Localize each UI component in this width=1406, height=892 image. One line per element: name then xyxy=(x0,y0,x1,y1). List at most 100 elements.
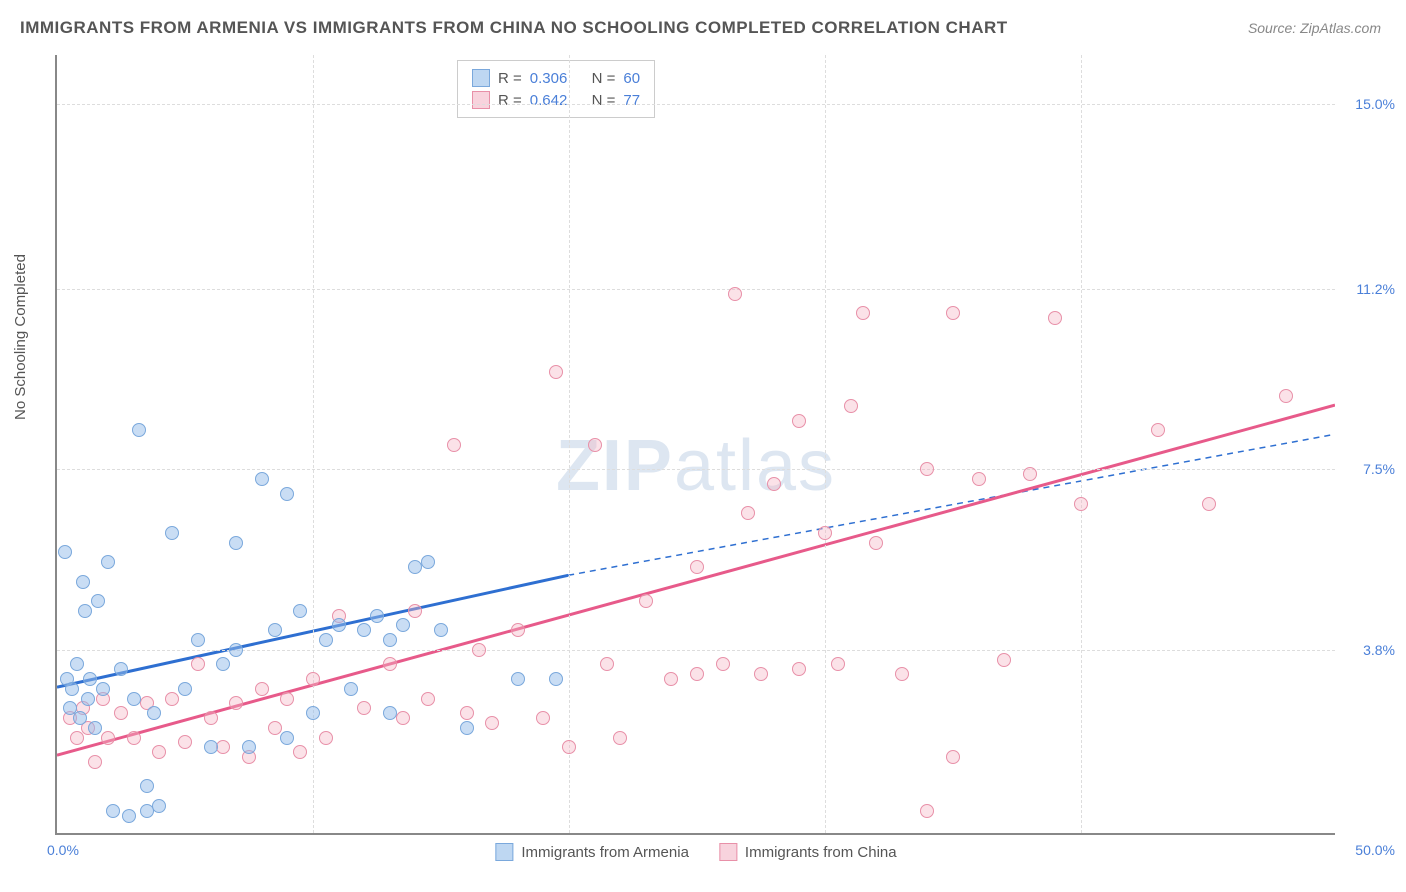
point-armenia xyxy=(332,618,346,632)
point-china xyxy=(152,745,166,759)
point-armenia xyxy=(306,706,320,720)
point-china xyxy=(178,735,192,749)
point-china xyxy=(754,667,768,681)
point-armenia xyxy=(280,731,294,745)
point-armenia xyxy=(73,711,87,725)
point-china xyxy=(792,662,806,676)
point-china xyxy=(447,438,461,452)
point-china xyxy=(357,701,371,715)
r-value-a: 0.306 xyxy=(530,70,568,87)
point-armenia xyxy=(127,692,141,706)
point-china xyxy=(88,755,102,769)
point-china xyxy=(792,414,806,428)
point-china xyxy=(485,716,499,730)
stats-row-china: R = 0.642 N = 77 xyxy=(472,89,640,111)
point-armenia xyxy=(242,740,256,754)
point-china xyxy=(383,657,397,671)
point-china xyxy=(101,731,115,745)
swatch-china-icon xyxy=(472,91,490,109)
point-china xyxy=(1074,497,1088,511)
legend-label-china: Immigrants from China xyxy=(745,844,897,861)
point-china xyxy=(690,667,704,681)
stats-legend-box: R = 0.306 N = 60 R = 0.642 N = 77 xyxy=(457,60,655,118)
point-armenia xyxy=(434,623,448,637)
point-china xyxy=(831,657,845,671)
y-tick-label: 15.0% xyxy=(1355,96,1395,112)
source-attribution: Source: ZipAtlas.com xyxy=(1248,20,1381,36)
point-armenia xyxy=(396,618,410,632)
point-china xyxy=(114,706,128,720)
point-armenia xyxy=(370,609,384,623)
point-china xyxy=(1279,389,1293,403)
point-armenia xyxy=(58,545,72,559)
point-china xyxy=(639,594,653,608)
point-armenia xyxy=(383,633,397,647)
point-armenia xyxy=(229,643,243,657)
n-value-c: 77 xyxy=(623,92,640,109)
r-label-c: R = xyxy=(498,92,522,109)
gridline-h xyxy=(57,650,1335,651)
point-armenia xyxy=(268,623,282,637)
point-china xyxy=(844,399,858,413)
point-armenia xyxy=(255,472,269,486)
point-china xyxy=(536,711,550,725)
point-armenia xyxy=(76,575,90,589)
legend-label-armenia: Immigrants from Armenia xyxy=(521,844,689,861)
point-china xyxy=(511,623,525,637)
point-china xyxy=(613,731,627,745)
point-armenia xyxy=(319,633,333,647)
point-china xyxy=(280,692,294,706)
point-armenia xyxy=(383,706,397,720)
point-china xyxy=(869,536,883,550)
point-armenia xyxy=(549,672,563,686)
point-armenia xyxy=(191,633,205,647)
point-armenia xyxy=(511,672,525,686)
point-armenia xyxy=(81,692,95,706)
point-armenia xyxy=(280,487,294,501)
point-china xyxy=(767,477,781,491)
point-china xyxy=(716,657,730,671)
point-china xyxy=(690,560,704,574)
point-china xyxy=(255,682,269,696)
point-china xyxy=(127,731,141,745)
chart-title: IMMIGRANTS FROM ARMENIA VS IMMIGRANTS FR… xyxy=(20,18,1008,38)
point-china xyxy=(562,740,576,754)
point-china xyxy=(741,506,755,520)
x-tick-min: 0.0% xyxy=(47,842,79,858)
n-value-a: 60 xyxy=(623,70,640,87)
point-china xyxy=(268,721,282,735)
point-china xyxy=(1048,311,1062,325)
legend-swatch-armenia-icon xyxy=(495,843,513,861)
point-armenia xyxy=(65,682,79,696)
swatch-armenia-icon xyxy=(472,69,490,87)
point-china xyxy=(396,711,410,725)
watermark-bold: ZIP xyxy=(556,426,674,506)
point-china xyxy=(1023,467,1037,481)
point-armenia xyxy=(83,672,97,686)
y-tick-label: 3.8% xyxy=(1363,642,1395,658)
point-china xyxy=(600,657,614,671)
watermark: ZIPatlas xyxy=(556,425,836,507)
point-armenia xyxy=(96,682,110,696)
point-china xyxy=(920,462,934,476)
point-china xyxy=(319,731,333,745)
point-china xyxy=(472,643,486,657)
point-armenia xyxy=(421,555,435,569)
point-armenia xyxy=(357,623,371,637)
y-axis-label: No Schooling Completed xyxy=(12,254,29,420)
point-armenia xyxy=(88,721,102,735)
point-china xyxy=(165,692,179,706)
gridline-v xyxy=(569,55,570,833)
legend-item-china: Immigrants from China xyxy=(719,843,897,861)
point-armenia xyxy=(132,423,146,437)
point-china xyxy=(1202,497,1216,511)
trend-lines xyxy=(57,55,1335,833)
point-armenia xyxy=(229,536,243,550)
legend-swatch-china-icon xyxy=(719,843,737,861)
point-armenia xyxy=(147,706,161,720)
gridline-h xyxy=(57,104,1335,105)
point-armenia xyxy=(216,657,230,671)
r-label-a: R = xyxy=(498,70,522,87)
gridline-v xyxy=(1081,55,1082,833)
point-china xyxy=(856,306,870,320)
